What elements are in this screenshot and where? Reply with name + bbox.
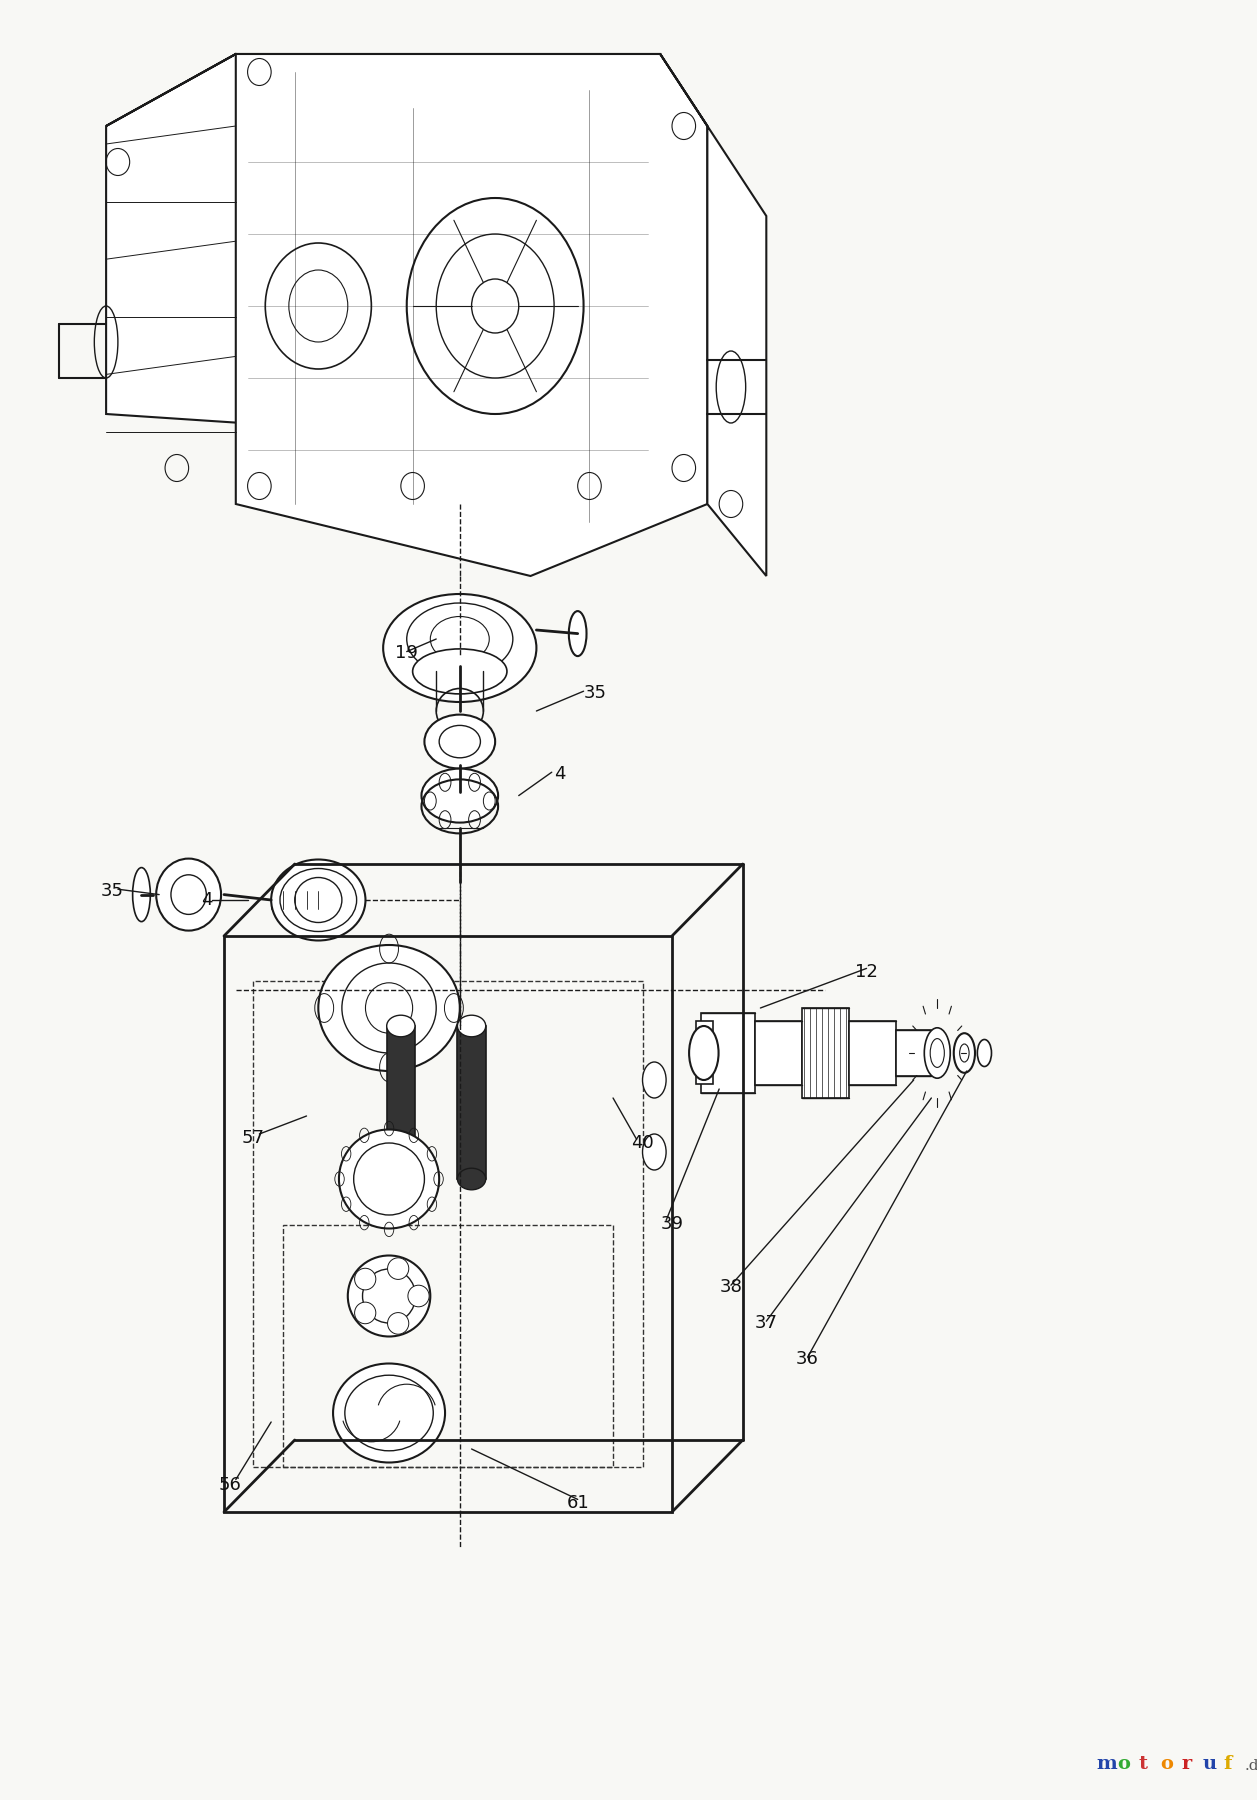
Text: o: o <box>1160 1755 1173 1773</box>
Ellipse shape <box>978 1040 992 1066</box>
Text: 4: 4 <box>554 765 566 783</box>
Ellipse shape <box>458 1015 485 1037</box>
Bar <box>848 1021 896 1085</box>
Text: 56: 56 <box>219 1476 241 1494</box>
Ellipse shape <box>458 1168 485 1190</box>
Bar <box>802 1008 848 1098</box>
Polygon shape <box>106 54 660 216</box>
Ellipse shape <box>412 650 507 695</box>
Text: 35: 35 <box>101 882 123 900</box>
Text: 19: 19 <box>395 644 419 662</box>
Ellipse shape <box>642 1062 666 1098</box>
Ellipse shape <box>339 1130 439 1228</box>
Ellipse shape <box>689 1026 719 1080</box>
Text: t: t <box>1139 1755 1148 1773</box>
Ellipse shape <box>133 868 151 922</box>
Bar <box>283 1226 613 1467</box>
Ellipse shape <box>409 1285 429 1307</box>
Ellipse shape <box>348 1256 430 1336</box>
Text: 36: 36 <box>796 1350 820 1368</box>
Text: 40: 40 <box>631 1134 654 1152</box>
Ellipse shape <box>383 594 537 702</box>
Ellipse shape <box>354 1301 376 1323</box>
Ellipse shape <box>924 1028 950 1078</box>
Ellipse shape <box>387 1168 415 1190</box>
Text: 35: 35 <box>583 684 607 702</box>
Ellipse shape <box>272 860 366 940</box>
Text: r: r <box>1182 1755 1192 1773</box>
Ellipse shape <box>425 715 495 769</box>
Text: 38: 38 <box>719 1278 743 1296</box>
Bar <box>224 936 672 1512</box>
Polygon shape <box>660 54 767 576</box>
Text: m: m <box>1096 1755 1117 1773</box>
Ellipse shape <box>318 945 460 1071</box>
Text: 37: 37 <box>754 1314 778 1332</box>
Polygon shape <box>236 54 708 576</box>
Bar <box>254 981 642 1467</box>
Bar <box>754 1021 802 1085</box>
Text: f: f <box>1224 1755 1232 1773</box>
Text: .de: .de <box>1244 1759 1257 1773</box>
Text: 12: 12 <box>855 963 877 981</box>
Ellipse shape <box>354 1269 376 1291</box>
Text: 57: 57 <box>243 1129 265 1147</box>
Ellipse shape <box>387 1015 415 1037</box>
Text: u: u <box>1203 1755 1217 1773</box>
Ellipse shape <box>387 1312 409 1334</box>
Ellipse shape <box>642 1134 666 1170</box>
Text: 4: 4 <box>201 891 212 909</box>
Bar <box>896 1030 931 1076</box>
Bar <box>458 1026 485 1179</box>
Ellipse shape <box>333 1364 445 1462</box>
Bar <box>695 1021 713 1084</box>
Text: 39: 39 <box>660 1215 684 1233</box>
Bar <box>387 1026 415 1179</box>
Ellipse shape <box>156 859 221 931</box>
Bar <box>701 1013 754 1093</box>
Ellipse shape <box>421 769 498 823</box>
Ellipse shape <box>954 1033 975 1073</box>
Text: o: o <box>1117 1755 1130 1773</box>
Ellipse shape <box>569 610 587 655</box>
Polygon shape <box>106 54 377 432</box>
Text: 61: 61 <box>567 1494 590 1512</box>
Ellipse shape <box>387 1258 409 1280</box>
